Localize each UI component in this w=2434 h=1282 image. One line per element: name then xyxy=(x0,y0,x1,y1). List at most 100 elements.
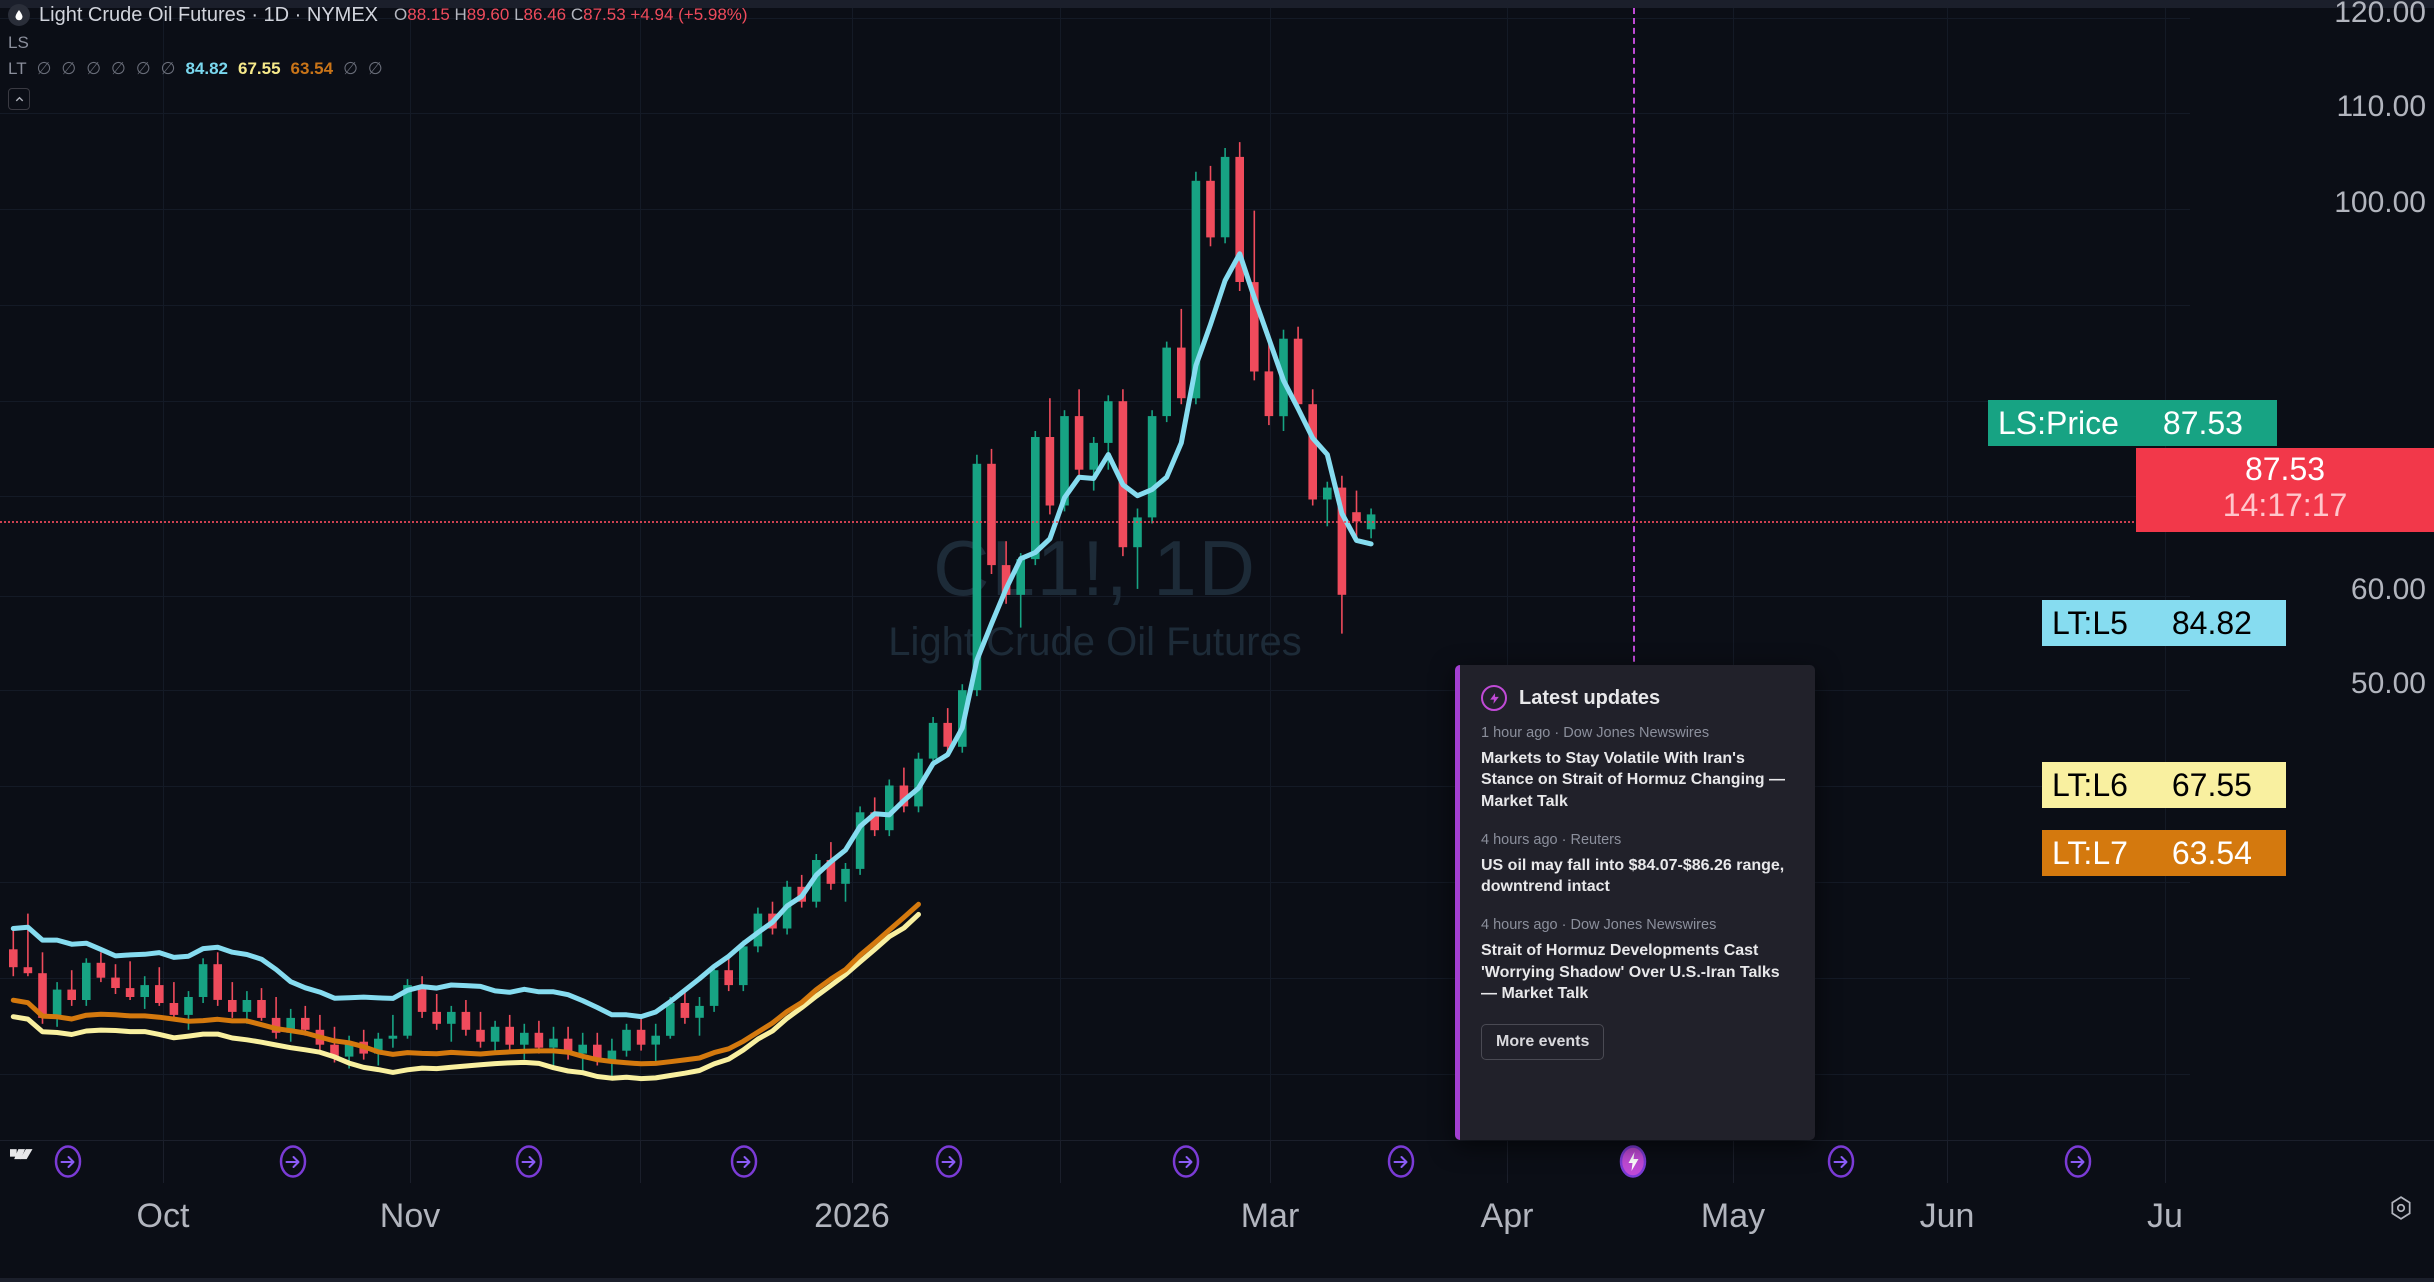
event-marker[interactable] xyxy=(54,1145,82,1178)
indicator-lt-value-orange: 63.54 xyxy=(290,59,334,78)
gridline-horizontal xyxy=(0,882,2190,883)
price-tag-name: LS:Price xyxy=(1998,404,2119,441)
current-price-tag[interactable]: 87.53 14:17:17 xyxy=(2136,448,2434,532)
event-marker[interactable] xyxy=(2064,1145,2092,1178)
legend-indicator-ls[interactable]: LS xyxy=(8,30,748,56)
news-item-headline[interactable]: Markets to Stay Volatile With Iran's Sta… xyxy=(1481,750,1786,810)
indicator-lt-value: ∅ xyxy=(61,59,77,78)
timeaxis-gridline xyxy=(1507,1141,1508,1183)
gridline-horizontal xyxy=(0,1074,2190,1075)
legend-symbol-row[interactable]: Light Crude Oil Futures · 1D · NYMEX O88… xyxy=(8,0,748,30)
time-label: May xyxy=(1700,1197,1766,1235)
ohlc-close-label: C xyxy=(570,5,584,24)
event-marker[interactable] xyxy=(1827,1145,1855,1178)
time-label: Apr xyxy=(1480,1197,1534,1235)
price-tick: 50.00 xyxy=(2350,667,2426,700)
ohlc-close-value: 87.53 xyxy=(583,5,626,24)
gridline-horizontal xyxy=(0,978,2190,979)
price-scale[interactable]: 120.00 110.00 100.00 70.00 60.00 50.00 xyxy=(2190,0,2434,1140)
price-tag-lt-l7[interactable]: LT:L7 63.54 xyxy=(2042,830,2286,876)
price-tag-value: 67.55 xyxy=(2171,766,2252,803)
news-item[interactable]: 4 hours ago · Reuters US oil may fall in… xyxy=(1481,832,1789,898)
chart-legend: Light Crude Oil Futures · 1D · NYMEX O88… xyxy=(8,0,748,82)
news-item-headline[interactable]: Strait of Hormuz Developments Cast 'Worr… xyxy=(1481,942,1780,1002)
news-item[interactable]: 1 hour ago · Dow Jones Newswires Markets… xyxy=(1481,725,1789,812)
current-price-time: 14:17:17 xyxy=(2222,487,2348,523)
news-item-meta: 1 hour ago · Dow Jones Newswires xyxy=(1481,725,1710,741)
indicator-lt-value: ∅ xyxy=(135,59,151,78)
price-tag-value: 63.54 xyxy=(2171,834,2252,871)
top-strip xyxy=(0,0,2434,8)
price-tag-name: LT:L5 xyxy=(2052,604,2128,641)
ohlc-high-value: 89.60 xyxy=(466,5,510,24)
indicator-lt-value: ∅ xyxy=(343,59,358,78)
event-marker[interactable] xyxy=(515,1145,543,1178)
price-tag-lt-l5[interactable]: LT:L5 84.82 xyxy=(2042,600,2286,646)
event-vertical-line xyxy=(1633,8,1635,1140)
gridline-vertical xyxy=(640,8,641,1140)
price-tick: 60.00 xyxy=(2350,573,2426,606)
gridline-vertical xyxy=(1507,8,1508,1140)
more-events-button[interactable]: More events xyxy=(1481,1024,1605,1061)
lightning-bolt-icon xyxy=(1481,685,1507,711)
price-tag-ls-price[interactable]: LS:Price 87.53 xyxy=(1988,400,2277,446)
news-item[interactable]: 4 hours ago · Dow Jones Newswires Strait… xyxy=(1481,917,1789,1004)
news-item-meta: 4 hours ago · Reuters xyxy=(1481,831,1622,848)
indicator-lt-name: LT xyxy=(8,59,27,78)
gridline-vertical xyxy=(163,8,164,1140)
event-marker[interactable] xyxy=(1387,1145,1415,1178)
timeaxis-gridline xyxy=(1733,1141,1734,1183)
timeaxis-gridline xyxy=(1060,1141,1061,1183)
popup-title: Latest updates xyxy=(1519,686,1661,709)
current-price-value: 87.53 xyxy=(2244,451,2326,488)
time-label: Jun xyxy=(1919,1197,1975,1235)
gridline-vertical xyxy=(1733,8,1734,1140)
gridline-horizontal xyxy=(0,113,2190,114)
price-tag-name: LT:L7 xyxy=(2052,834,2128,871)
legend-indicator-lt[interactable]: LT ∅ ∅ ∅ ∅ ∅ ∅ 84.82 67.55 63.54 ∅ ∅ xyxy=(8,56,748,82)
gridline-horizontal xyxy=(0,496,2190,497)
gridline-horizontal xyxy=(0,596,2190,597)
event-marker[interactable] xyxy=(730,1145,758,1178)
price-tag-value: 84.82 xyxy=(2171,604,2252,641)
tradingview-logo-icon[interactable] xyxy=(10,1147,40,1173)
gridline-vertical xyxy=(1270,8,1271,1140)
news-item-headline[interactable]: US oil may fall into $84.07-$86.26 range… xyxy=(1481,856,1785,896)
indicator-lt-value-yellow: 67.55 xyxy=(238,59,281,78)
timeaxis-gridline xyxy=(640,1141,641,1183)
time-axis[interactable]: Oct Nov 2026 Mar Apr May Jun Ju xyxy=(0,1140,2434,1282)
chart-pane[interactable]: CL1!, 1D Light Crude Oil Futures xyxy=(0,8,2190,1140)
gridline-vertical xyxy=(1060,8,1061,1140)
time-label: Oct xyxy=(136,1197,190,1235)
legend-title: Light Crude Oil Futures · 1D · NYMEX xyxy=(39,3,378,26)
popup-accent-bar xyxy=(1455,665,1460,1140)
gridline-horizontal xyxy=(0,209,2190,210)
indicator-lt-value: ∅ xyxy=(367,59,383,78)
ohlc-open-value: 88.15 xyxy=(407,5,450,24)
indicator-lt-value: ∅ xyxy=(36,59,52,78)
price-tag-lt-l6[interactable]: LT:L6 67.55 xyxy=(2042,762,2286,808)
event-marker[interactable] xyxy=(1172,1145,1200,1178)
price-tick: 100.00 xyxy=(2334,186,2426,219)
ohlc-open-label: O xyxy=(394,5,408,24)
popup-header: Latest updates xyxy=(1481,685,1789,711)
chevron-up-icon xyxy=(15,96,23,101)
time-label: 2026 xyxy=(814,1197,890,1235)
event-marker[interactable] xyxy=(279,1145,307,1178)
oil-drop-icon xyxy=(8,4,30,26)
ohlc-low-label: L xyxy=(514,5,524,24)
ohlc-low-value: 86.46 xyxy=(523,5,567,24)
timeaxis-gridline xyxy=(163,1141,164,1183)
gridline-horizontal xyxy=(0,786,2190,787)
legend-collapse-button[interactable] xyxy=(8,88,30,110)
event-marker-active[interactable] xyxy=(1619,1145,1647,1178)
event-marker[interactable] xyxy=(935,1145,963,1178)
timeaxis-gridline xyxy=(1947,1141,1948,1183)
gridline-vertical xyxy=(852,8,853,1140)
latest-updates-popup[interactable]: Latest updates 1 hour ago · Dow Jones Ne… xyxy=(1455,665,1815,1140)
gear-icon[interactable] xyxy=(2388,1195,2414,1221)
legend-ohlc: O88.15 H89.60 L86.46 C87.53 +4.94 (+5.98… xyxy=(394,5,748,25)
indicator-lt-value-blue: 84.82 xyxy=(185,59,228,78)
news-item-meta: 4 hours ago · Dow Jones Newswires xyxy=(1481,917,1717,934)
